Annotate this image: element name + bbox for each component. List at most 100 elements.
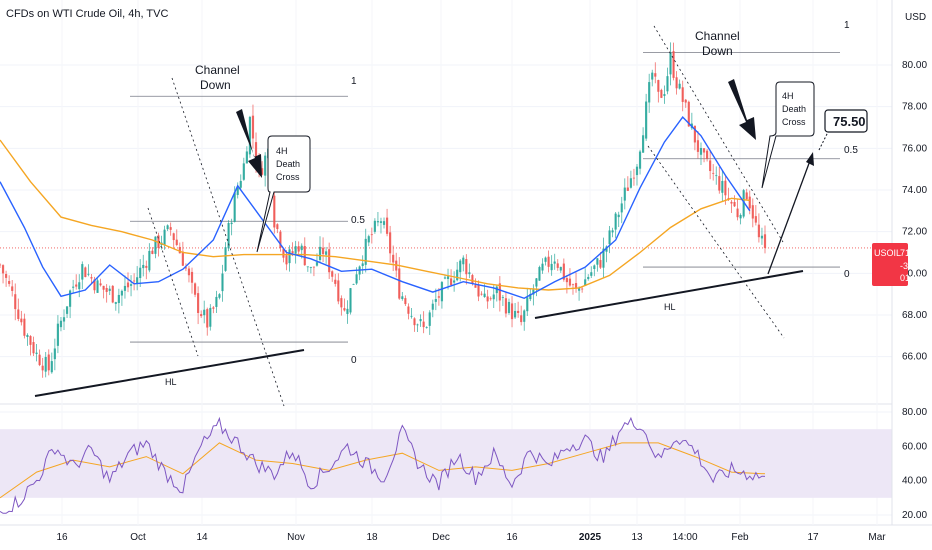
- death-cross-right-line1: 4H: [782, 91, 794, 101]
- candle-body: [541, 263, 544, 271]
- candle-body: [532, 289, 535, 295]
- candle-body: [760, 235, 764, 239]
- candle-body: [672, 51, 675, 78]
- time-tick-1: Oct: [130, 532, 146, 543]
- fib-left-1-label: 1: [351, 76, 357, 87]
- candle-body: [367, 236, 370, 243]
- rsi-band: [0, 429, 892, 498]
- candle-body: [696, 140, 700, 152]
- candle-body: [419, 319, 422, 322]
- candle-body: [626, 187, 629, 191]
- candle-body: [422, 321, 425, 328]
- candle-body: [321, 247, 325, 255]
- time-tick-8: 13: [631, 532, 643, 543]
- candle-body: [111, 285, 114, 303]
- death-cross-left-line2: Death: [276, 159, 300, 169]
- time-tick-5: Dec: [432, 532, 450, 543]
- candle-body: [0, 264, 2, 266]
- candle-body: [276, 224, 279, 230]
- candle-body: [239, 180, 242, 188]
- candle-body: [535, 278, 538, 287]
- candle-body: [300, 245, 303, 251]
- candle-body: [361, 263, 364, 267]
- candle-body: [742, 190, 745, 217]
- candle-body: [596, 258, 599, 265]
- candle-body: [273, 195, 276, 228]
- candle-body: [404, 298, 407, 305]
- candle-body: [593, 265, 596, 270]
- price-tag-countdown: 01:05: [900, 273, 923, 283]
- candle-body: [498, 283, 501, 301]
- candle-body: [730, 201, 733, 204]
- candle-body: [660, 89, 663, 98]
- candle-body: [285, 255, 288, 265]
- candle-body: [486, 296, 489, 302]
- candle-body: [648, 82, 651, 103]
- candle-body: [206, 309, 209, 328]
- candle-body: [163, 229, 166, 245]
- candle-body: [437, 296, 440, 298]
- channel-left-lower: [147, 207, 199, 357]
- candle-body: [434, 299, 437, 302]
- candle-body: [666, 76, 669, 92]
- time-tick-7: 2025: [579, 532, 602, 543]
- target-connector: [818, 131, 829, 151]
- candle-body: [449, 278, 453, 286]
- candle-body: [474, 285, 477, 288]
- candle-body: [337, 280, 340, 302]
- candle-body: [763, 234, 767, 248]
- candle-body: [392, 254, 395, 263]
- candle-body: [297, 246, 300, 252]
- death-cross-right-line3: Cross: [782, 117, 806, 127]
- candle-body: [556, 263, 559, 268]
- candle-body: [35, 352, 38, 354]
- candle-body: [227, 222, 230, 249]
- candle-body: [471, 275, 474, 284]
- candle-body: [133, 280, 136, 282]
- candle-body: [462, 257, 465, 265]
- candle-body: [87, 273, 90, 275]
- candle-body: [17, 309, 20, 319]
- time-tick-4: 18: [366, 532, 378, 543]
- candle-body: [757, 224, 761, 238]
- candle-body: [526, 297, 529, 312]
- candle-body: [614, 213, 617, 230]
- price-tick-6: 68.00: [902, 310, 927, 321]
- candle-body: [468, 272, 471, 275]
- candle-body: [4, 274, 8, 278]
- hl-left-label: HL: [165, 377, 177, 387]
- candle-body: [99, 283, 102, 286]
- candle-body: [32, 342, 35, 354]
- candle-body: [699, 147, 703, 155]
- candle-body: [504, 298, 508, 314]
- candle-body: [215, 296, 218, 307]
- candle-body: [370, 234, 373, 236]
- candle-body: [620, 203, 623, 213]
- candle-body: [709, 160, 712, 172]
- projection-arrow-head: [806, 152, 814, 166]
- price-tick-3: 74.00: [902, 185, 927, 196]
- candle-body: [453, 280, 456, 283]
- candle-body: [483, 293, 486, 298]
- candle-body: [8, 280, 11, 284]
- candle-body: [678, 83, 681, 89]
- ma-fast-line: [0, 116, 751, 300]
- rsi-tick-labels: 80.00 60.00 40.00 20.00: [902, 407, 927, 521]
- price-tick-1: 78.00: [902, 102, 927, 113]
- candle-body: [343, 308, 346, 311]
- candle-body: [477, 284, 480, 297]
- rsi-tick-1: 60.00: [902, 441, 927, 452]
- candle-body: [410, 315, 413, 317]
- candle-body: [53, 348, 56, 360]
- candle-body: [75, 284, 78, 287]
- candle-body: [306, 266, 309, 268]
- candle-body: [218, 294, 221, 298]
- price-tick-0: 80.00: [902, 60, 927, 71]
- candle-body: [193, 283, 197, 295]
- candle-body: [577, 287, 581, 291]
- candle-body: [282, 249, 285, 258]
- candle-body: [715, 175, 718, 177]
- time-axis[interactable]: 16 Oct 14 Nov 18 Dec 16 2025 13 14:00 Feb 17 Mar: [56, 532, 886, 543]
- candle-body: [736, 208, 739, 218]
